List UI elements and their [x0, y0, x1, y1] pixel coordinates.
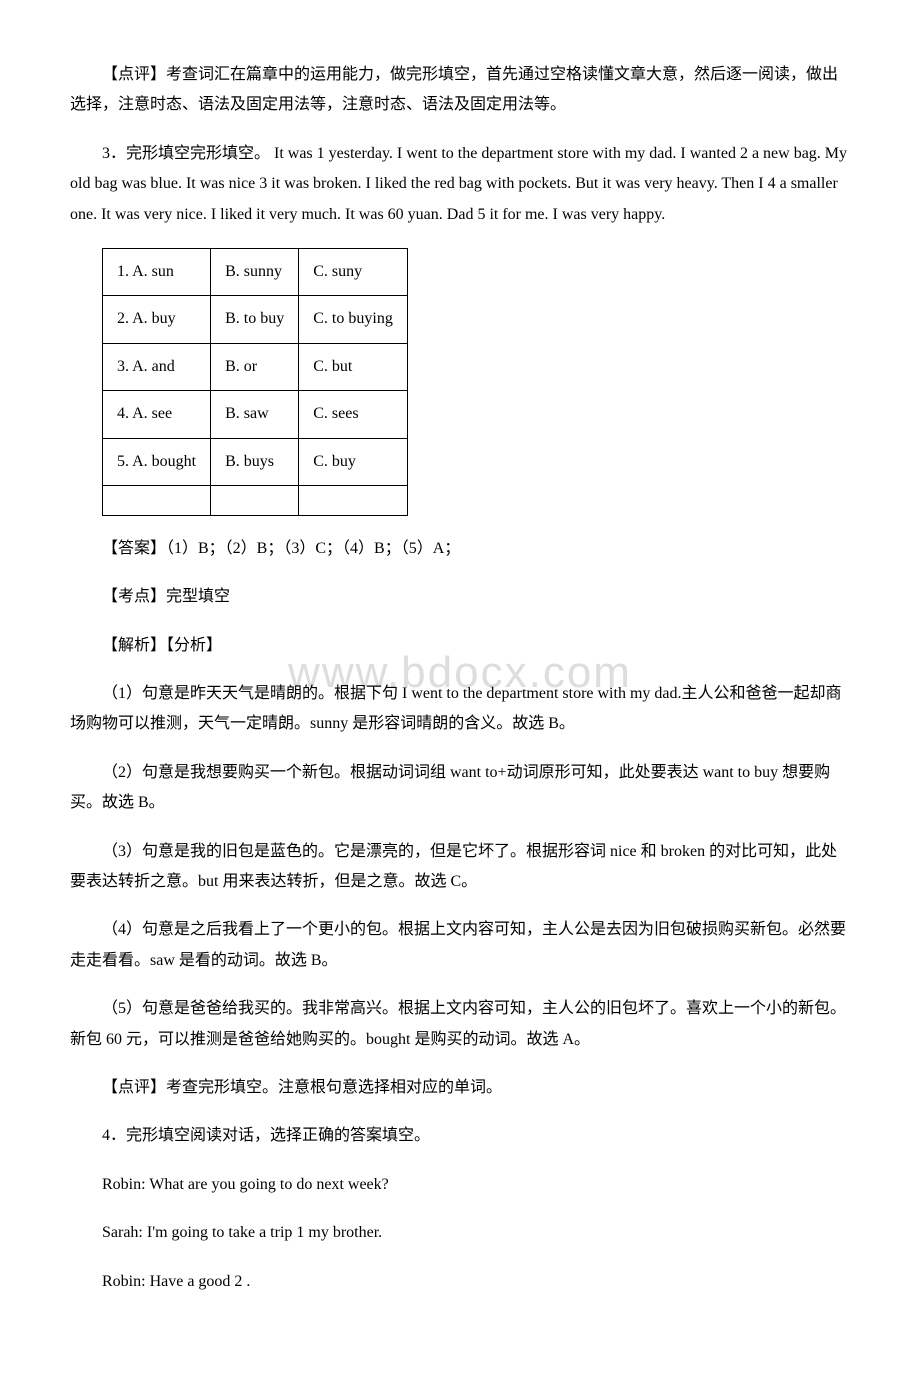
table-cell: 5. A. bought	[103, 438, 211, 485]
table-cell: C. to buying	[299, 296, 408, 343]
section3-jiexi-label: 【解析】【分析】	[70, 631, 850, 661]
table-cell: C. but	[299, 343, 408, 390]
table-cell: B. to buy	[211, 296, 299, 343]
table-cell: 1. A. sun	[103, 248, 211, 295]
table-row: 2. A. buy B. to buy C. to buying	[103, 296, 408, 343]
section3-answer: 【答案】（1）B；（2）B；（3）C；（4）B；（5）A；	[70, 534, 850, 564]
options-table: 1. A. sun B. sunny C. suny 2. A. buy B. …	[102, 248, 408, 516]
table-cell: 4. A. see	[103, 391, 211, 438]
table-cell: B. or	[211, 343, 299, 390]
table-row: 1. A. sun B. sunny C. suny	[103, 248, 408, 295]
table-cell-empty	[299, 485, 408, 515]
table-row-empty	[103, 485, 408, 515]
section4-dialogue-1: Robin: What are you going to do next wee…	[70, 1170, 850, 1200]
section4-heading: 4．完形填空阅读对话，选择正确的答案填空。	[70, 1121, 850, 1151]
section4-dialogue-2: Sarah: I'm going to take a trip 1 my bro…	[70, 1218, 850, 1248]
table-cell: 3. A. and	[103, 343, 211, 390]
section3-analysis-1: （1）句意是昨天天气是晴朗的。根据下句 I went to the depart…	[70, 679, 850, 740]
section4-dialogue-3: Robin: Have a good 2 .	[70, 1267, 850, 1297]
section2-review: 【点评】考查词汇在篇章中的运用能力，做完形填空，首先通过空格读懂文章大意，然后逐…	[70, 60, 850, 121]
section3-analysis-3: （3）句意是我的旧包是蓝色的。它是漂亮的，但是它坏了。根据形容词 nice 和 …	[70, 837, 850, 898]
section3-analysis-2: （2）句意是我想要购买一个新包。根据动词词组 want to+动词原形可知，此处…	[70, 758, 850, 819]
table-cell: C. sees	[299, 391, 408, 438]
table-cell: C. buy	[299, 438, 408, 485]
table-row: 5. A. bought B. buys C. buy	[103, 438, 408, 485]
table-row: 4. A. see B. saw C. sees	[103, 391, 408, 438]
section3-analysis-5: （5）句意是爸爸给我买的。我非常高兴。根据上文内容可知，主人公的旧包坏了。喜欢上…	[70, 994, 850, 1055]
table-cell: 2. A. buy	[103, 296, 211, 343]
table-cell: C. suny	[299, 248, 408, 295]
table-cell: B. buys	[211, 438, 299, 485]
table-cell: B. sunny	[211, 248, 299, 295]
table-row: 3. A. and B. or C. but	[103, 343, 408, 390]
section3-review: 【点评】考查完形填空。注意根句意选择相对应的单词。	[70, 1073, 850, 1103]
section3-kaodian: 【考点】完型填空	[70, 582, 850, 612]
section3-heading: 3．完形填空完形填空。 It was 1 yesterday. I went t…	[70, 139, 850, 230]
table-cell-empty	[211, 485, 299, 515]
table-cell: B. saw	[211, 391, 299, 438]
section3-analysis-4: （4）句意是之后我看上了一个更小的包。根据上文内容可知，主人公是去因为旧包破损购…	[70, 915, 850, 976]
table-cell-empty	[103, 485, 211, 515]
